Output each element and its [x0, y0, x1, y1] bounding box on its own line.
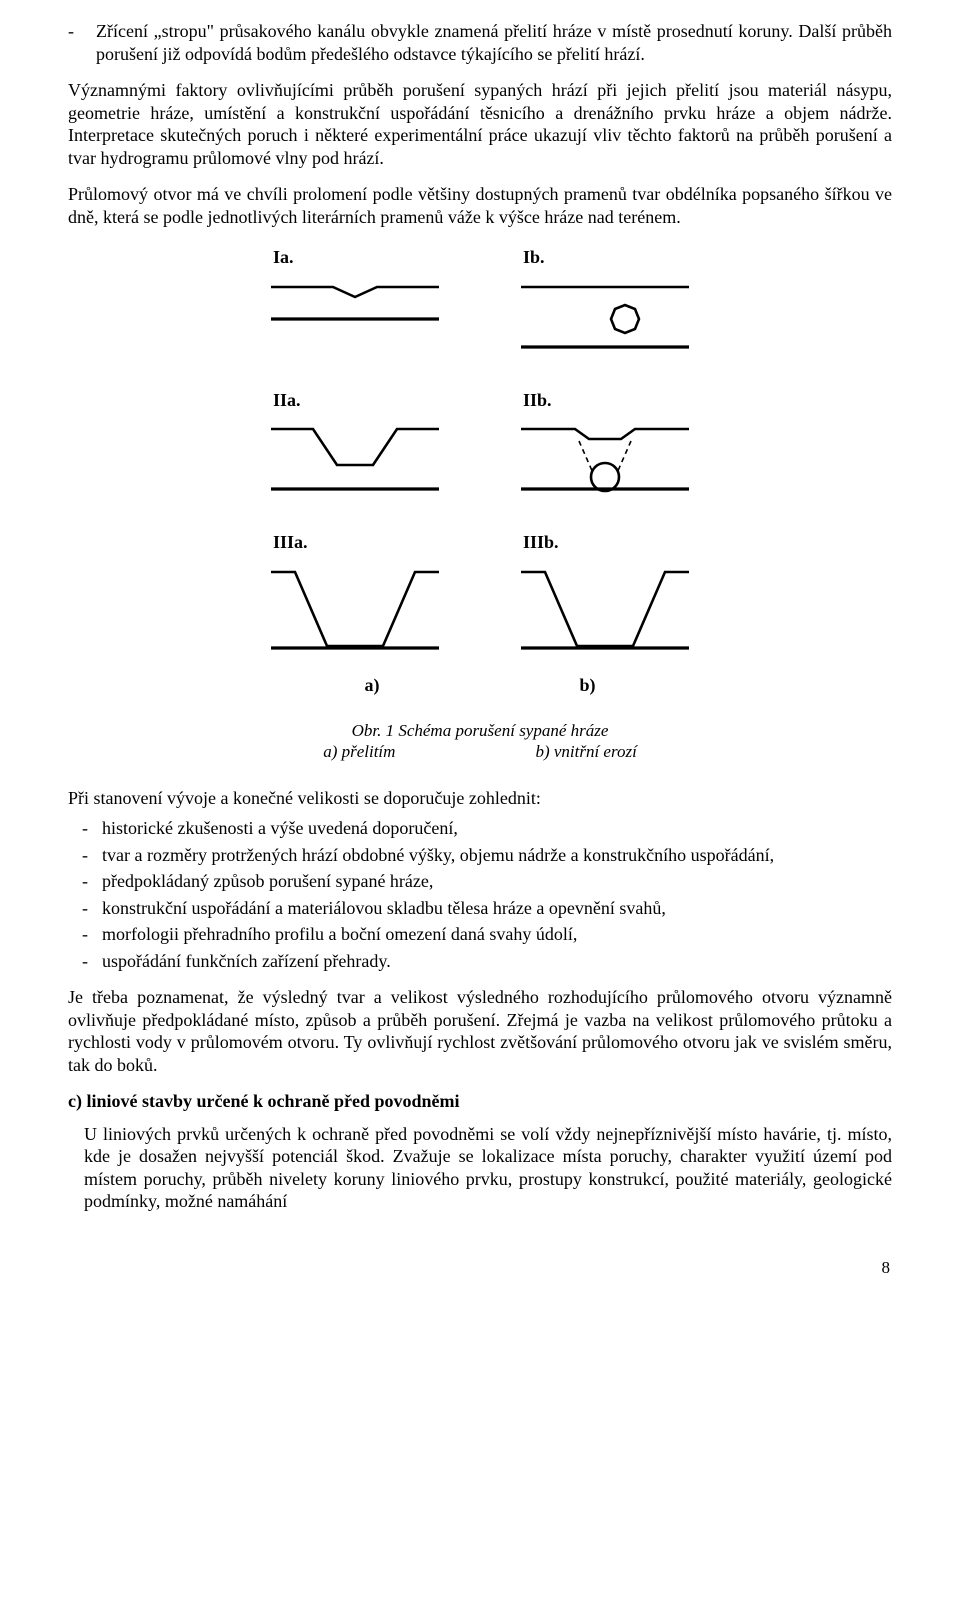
figure-cell-Ia: Ia. — [265, 246, 445, 327]
figure-caption-b: b) vnitřní erozí — [535, 741, 636, 762]
section-c-body: U liniových prvků určených k ochraně pře… — [68, 1123, 892, 1213]
figure-label-IIb: IIb. — [515, 389, 695, 412]
figure-caption: Obr. 1 Schéma porušení sypané hráze a) p… — [323, 720, 637, 763]
page-number: 8 — [68, 1257, 892, 1278]
figure-label-IIIb: IIIb. — [515, 531, 695, 554]
list-item: - konstrukční uspořádání a materiálovou … — [68, 897, 892, 920]
list-item: - předpokládaný způsob porušení sypané h… — [68, 870, 892, 893]
list-text: morfologii přehradního profilu a boční o… — [102, 923, 892, 946]
list-item: - tvar a rozměry protržených hrází obdob… — [68, 844, 892, 867]
figure-svg-IIb — [515, 417, 695, 497]
list-item: - morfologii přehradního profilu a boční… — [68, 923, 892, 946]
intro-bullet-text: Zřícení „stropu" průsakového kanálu obvy… — [96, 20, 892, 65]
figure-row-1: Ia. Ib. — [265, 246, 695, 355]
figure-caption-a: a) přelitím — [323, 741, 395, 762]
list-item: - historické zkušenosti a výše uvedená d… — [68, 817, 892, 840]
figure-cell-Ib: Ib. — [515, 246, 695, 355]
paragraph-4: Je třeba poznamenat, že výsledný tvar a … — [68, 986, 892, 1076]
intro-bullet-dash: - — [68, 20, 96, 43]
intro-bullet: - Zřícení „stropu" průsakového kanálu ob… — [68, 20, 892, 65]
list-dash: - — [68, 817, 102, 840]
list-dash: - — [68, 950, 102, 973]
figure-row-3: IIIa. IIIb. — [265, 531, 695, 656]
figure-row-2: IIa. IIb. — [265, 389, 695, 498]
paragraph-2: Průlomový otvor má ve chvíli prolomení p… — [68, 183, 892, 228]
figure-caption-sub: a) přelitím b) vnitřní erozí — [323, 741, 637, 762]
figure-1: Ia. Ib. IIa. IIb. — [68, 246, 892, 783]
list-text: konstrukční uspořádání a materiálovou sk… — [102, 897, 892, 920]
figure-svg-Ia — [265, 275, 445, 327]
figure-cell-IIIb: IIIb. — [515, 531, 695, 656]
figure-label-IIIa: IIIa. — [265, 531, 445, 554]
figure-svg-Ib — [515, 275, 695, 355]
paragraph-3: Při stanovení vývoje a konečné velikosti… — [68, 787, 892, 810]
figure-cell-IIb: IIb. — [515, 389, 695, 498]
figure-svg-IIa — [265, 417, 445, 497]
figure-svg-IIIb — [515, 560, 695, 656]
figure-svg-IIIa — [265, 560, 445, 656]
list-text: historické zkušenosti a výše uvedená dop… — [102, 817, 892, 840]
figure-label-Ib: Ib. — [515, 246, 695, 269]
figure-cell-IIa: IIa. — [265, 389, 445, 498]
list-item: - uspořádání funkčních zařízení přehrady… — [68, 950, 892, 973]
figure-label-IIa: IIa. — [265, 389, 445, 412]
recommendation-list: - historické zkušenosti a výše uvedená d… — [68, 817, 892, 972]
list-text: uspořádání funkčních zařízení přehrady. — [102, 950, 892, 973]
figure-cell-IIIa: IIIa. — [265, 531, 445, 656]
figure-label-Ia: Ia. — [265, 246, 445, 269]
list-text: tvar a rozměry protržených hrází obdobné… — [102, 844, 892, 867]
list-dash: - — [68, 897, 102, 920]
figure-ab-row: a) b) — [364, 674, 595, 697]
list-dash: - — [68, 923, 102, 946]
figure-ab-b: b) — [579, 674, 595, 697]
list-dash: - — [68, 844, 102, 867]
figure-caption-main: Obr. 1 Schéma porušení sypané hráze — [323, 720, 637, 741]
list-dash: - — [68, 870, 102, 893]
figure-ab-a: a) — [364, 674, 379, 697]
list-text: předpokládaný způsob porušení sypané hrá… — [102, 870, 892, 893]
section-c-head: c) liniové stavby určené k ochraně před … — [68, 1090, 892, 1113]
paragraph-1: Významnými faktory ovlivňujícími průběh … — [68, 79, 892, 169]
